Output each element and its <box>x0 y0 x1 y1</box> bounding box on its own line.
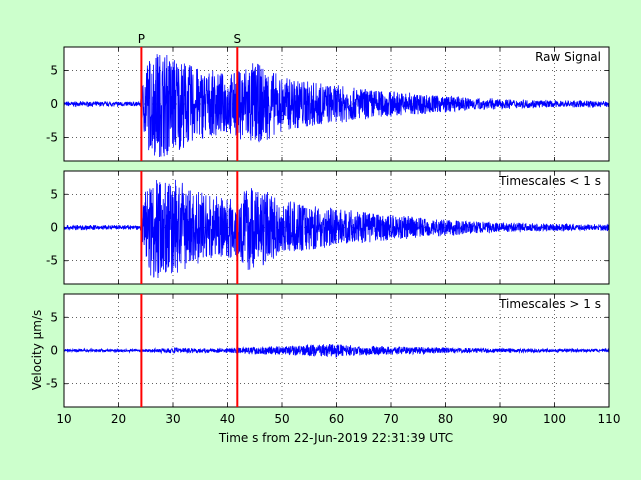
y-tick-label: -5 <box>46 377 58 391</box>
x-axis-label: Time s from 22-Jun-2019 22:31:39 UTC <box>218 431 453 445</box>
x-tick-label: 90 <box>492 412 507 426</box>
phase-label-p: P <box>138 32 145 46</box>
x-tick-label: 50 <box>274 412 289 426</box>
x-tick-label: 40 <box>220 412 235 426</box>
y-tick-label: 0 <box>50 344 58 358</box>
x-tick-label: 10 <box>56 412 71 426</box>
panel-1: 5 0 -5 Raw Signal <box>46 46 610 162</box>
x-tick-label: 60 <box>329 412 344 426</box>
panel-title: Timescales < 1 s <box>498 174 601 188</box>
panel-title: Timescales > 1 s <box>498 297 601 311</box>
panel-title: Raw Signal <box>535 50 601 64</box>
x-tick-label: 80 <box>438 412 453 426</box>
y-tick-label: 0 <box>50 97 58 111</box>
panel-3: 5 0 -5 Timescales > 1 s <box>46 293 610 408</box>
x-tick-label: 70 <box>383 412 398 426</box>
panels: 5 0 -5 Raw Signal 5 0 -5 Timescales < 1 s 5 0 -5 Ti… <box>46 46 610 408</box>
y-tick-label: 5 <box>50 63 58 77</box>
y-tick-label: 0 <box>50 221 58 235</box>
y-tick-label: -5 <box>46 254 58 268</box>
plot-frame <box>63 293 610 408</box>
x-axis: 10 20 30 40 50 60 70 80 90 100 110 <box>56 412 620 426</box>
y-tick-label: 5 <box>50 187 58 201</box>
x-tick-label: 20 <box>111 412 126 426</box>
plot-frame <box>63 46 610 162</box>
y-axis-label: Velocity μm/s <box>30 310 44 391</box>
plot-frame <box>63 170 610 285</box>
y-tick-label: -5 <box>46 131 58 145</box>
x-tick-label: 110 <box>598 412 621 426</box>
signal-trace <box>63 343 610 358</box>
x-tick-label: 30 <box>165 412 180 426</box>
signal-trace <box>63 54 610 157</box>
x-tick-label: 100 <box>543 412 566 426</box>
phase-label-s: S <box>233 32 241 46</box>
signal-trace <box>63 179 610 279</box>
y-tick-label: 5 <box>50 310 58 324</box>
panel-2: 5 0 -5 Timescales < 1 s <box>46 170 610 285</box>
